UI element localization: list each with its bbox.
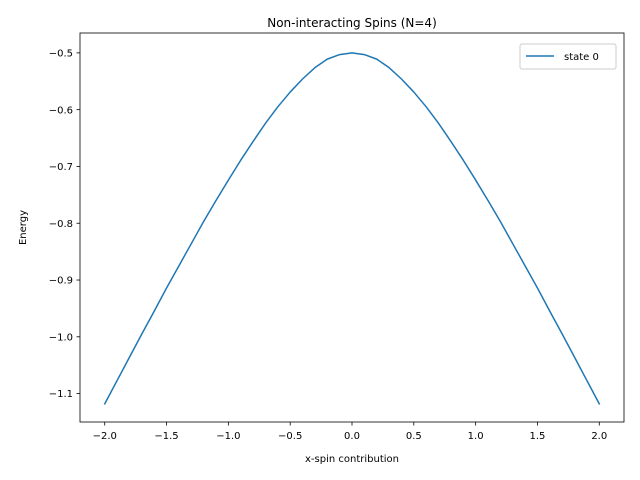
legend: state 0 [519,43,617,70]
chart-title: Non-interacting Spins (N=4) [267,16,437,30]
x-tick-label: −1.0 [216,431,240,442]
y-tick-label: −0.8 [49,219,73,230]
legend-label-state-0: state 0 [564,52,599,63]
y-tick-label: −0.7 [49,162,73,173]
y-tick-label: −1.0 [49,332,73,343]
y-axis-ticks: −1.1 −1.0 −0.9 −0.8 −0.7 −0.6 −0.5 [49,48,80,400]
x-tick-label: 0.0 [344,431,360,442]
y-tick-label: −0.5 [49,48,73,59]
series-line-state-0 [103,52,601,405]
legend-box [519,43,617,70]
x-axis-label: x-spin contribution [305,454,399,465]
x-tick-label: 1.5 [530,431,546,442]
series-layer [103,52,601,405]
x-axis-ticks: −2.0 −1.5 −1.0 −0.5 0.0 0.5 1.0 1.5 2.0 [93,422,607,442]
y-tick-label: −0.9 [49,276,73,287]
x-tick-label: 2.0 [591,431,607,442]
y-tick-label: −0.6 [49,105,73,116]
x-tick-label: 1.0 [468,431,484,442]
x-tick-label: −2.0 [93,431,117,442]
y-tick-label: −1.1 [49,389,73,400]
y-axis-label: Energy [18,210,29,245]
x-tick-label: 0.5 [406,431,422,442]
x-tick-label: −0.5 [278,431,302,442]
x-tick-label: −1.5 [154,431,178,442]
axes: −2.0 −1.5 −1.0 −0.5 0.0 0.5 1.0 1.5 2.0 −1.1 −1.0… [49,32,625,442]
